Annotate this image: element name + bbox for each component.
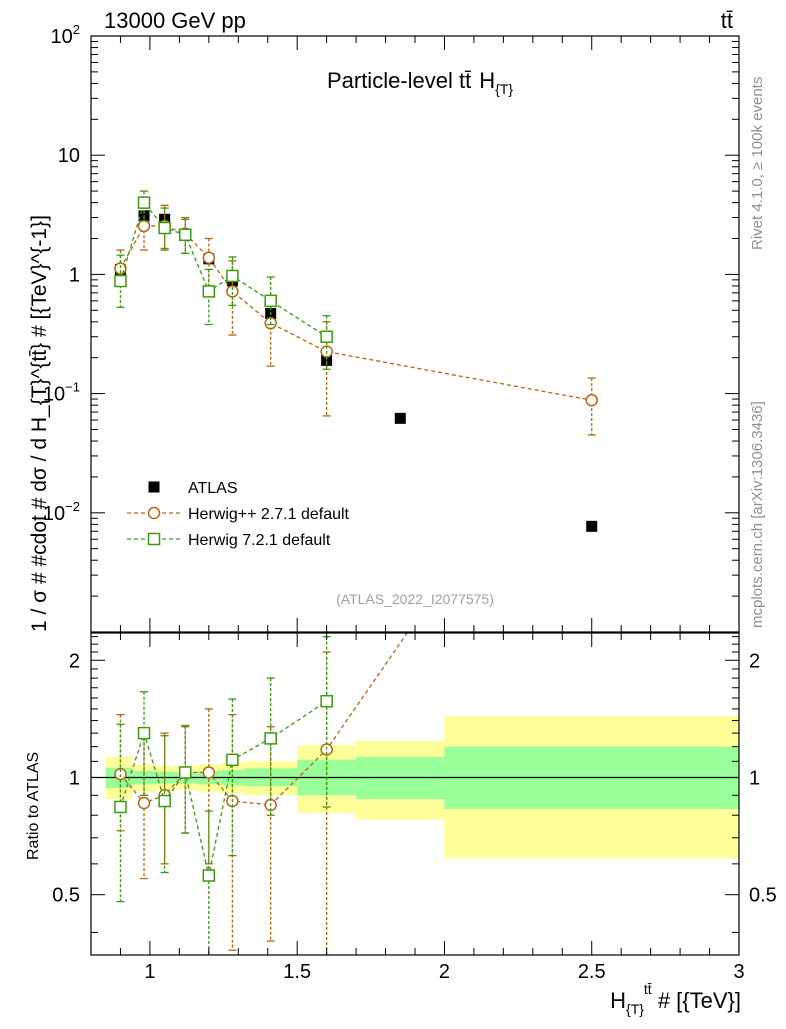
main-panel: 102 10 1 10−1 10−2 Particle-level tt̄ H{T} 1 … — [28, 22, 740, 633]
legend: ATLAS Herwig++ 2.7.1 default Herwig 7.2.1 … — [127, 480, 350, 549]
main-y-axis-label: 1 / σ # #cdot # dσ / d H_{T}^{tt̄} # [{T… — [28, 215, 51, 632]
ratio-point — [158, 794, 171, 808]
data-point — [264, 294, 277, 308]
ratio-point — [137, 726, 151, 740]
main-y-tick-label: 10−2 — [43, 499, 80, 525]
ratio-y-tick-label: 0.5 — [52, 885, 80, 907]
main-y-tick-label: 1 — [69, 264, 80, 286]
legend-label: ATLAS — [188, 480, 238, 497]
ratio-point — [586, 360, 597, 371]
ratio-y-ticks: 0.5 0.5 1 1 2 2 — [52, 636, 777, 933]
data-point — [179, 228, 192, 242]
main-y-tick-label: 10 — [58, 145, 80, 167]
data-point — [137, 196, 151, 209]
data-point — [202, 251, 216, 264]
main-y-tick-label: 10−1 — [43, 380, 80, 406]
ratio-y-tick-label-right: 1 — [749, 767, 760, 789]
series-line — [119, 225, 592, 401]
x-tick-label: 2 — [439, 961, 450, 983]
ratio-line — [119, 700, 327, 876]
ratio-frame — [90, 632, 740, 956]
x-tick-label: 2.5 — [578, 961, 606, 983]
legend-marker — [147, 532, 161, 546]
ratio-y-tick-label-right: 0.5 — [749, 885, 777, 907]
data-point — [321, 354, 333, 366]
ratio-point — [264, 732, 277, 745]
legend-marker — [147, 506, 161, 520]
data-point — [586, 520, 598, 532]
ratio-point — [137, 796, 151, 810]
ratio-point — [226, 753, 239, 767]
main-y-ticks: 102 10 1 10−1 10−2 — [43, 22, 739, 633]
data-point — [114, 274, 127, 288]
ratio-point — [202, 869, 216, 882]
data-point — [226, 285, 239, 298]
data-point — [137, 219, 151, 233]
x-axis-ticks: 1 1.5 2 2.5 3 — [90, 36, 745, 983]
ratio-point — [179, 766, 192, 779]
legend-label: Herwig 7.2.1 default — [188, 532, 331, 549]
series-herwig7 — [114, 190, 333, 370]
x-tick-label: 1 — [144, 961, 155, 983]
x-tick-label: 3 — [733, 961, 744, 983]
ratio-y-tick-label-right: 2 — [749, 650, 760, 672]
series-line — [119, 201, 327, 338]
legend-marker — [148, 481, 160, 493]
collision-label: 13000 GeV pp — [104, 8, 246, 33]
data-point — [202, 285, 216, 298]
x-tick-label: 1.5 — [283, 961, 311, 983]
ratio-series — [114, 360, 597, 955]
data-point — [158, 221, 171, 235]
rivet-version-label: Rivet 4.1.0, ≥ 100k events — [749, 77, 766, 250]
ratio-point — [202, 766, 216, 779]
analysis-watermark: (ATLAS_2022_I2077575) — [336, 591, 494, 607]
main-y-tick-label: 102 — [51, 22, 80, 48]
ratio-y-tick-label: 2 — [69, 650, 80, 672]
data-point — [226, 269, 239, 283]
main-title: Particle-level tt̄ H{T} — [327, 68, 513, 97]
ratio-y-axis-label: Ratio to ATLAS — [25, 752, 42, 860]
data-point — [585, 393, 598, 407]
ratio-y-tick-label: 1 — [69, 767, 80, 789]
process-label: tt̄ — [721, 8, 733, 33]
mcplots-label: mcplots.cern.ch [arXiv:1306.3436] — [749, 401, 766, 628]
data-point — [394, 412, 406, 424]
ratio-point — [320, 694, 333, 708]
ratio-series-herwig7 — [114, 635, 333, 955]
data-point — [320, 330, 333, 343]
ratio-point — [114, 800, 127, 814]
ratio-bands — [105, 715, 739, 859]
main-series — [114, 190, 598, 532]
legend-label: Herwig++ 2.7.1 default — [188, 506, 350, 523]
ratio-panel: 0.5 0.5 1 1 2 2 1 1.5 2 2.5 3 Ratio to ATLAS H{T}… — [25, 36, 777, 1017]
x-axis-label: H{T}tt̄ # [{TeV}] — [610, 981, 741, 1017]
